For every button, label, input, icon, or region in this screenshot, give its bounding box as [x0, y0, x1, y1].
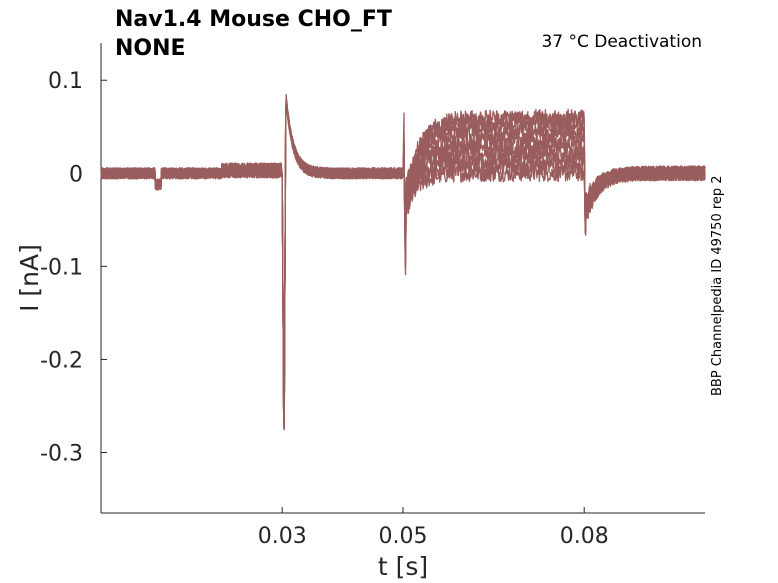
y-tick-label: 0 — [69, 162, 83, 187]
axes — [100, 43, 705, 514]
x-axis-label: t [s] — [378, 552, 428, 581]
y-ticks: 0.1 0 -0.1 -0.2 -0.3 — [40, 69, 107, 467]
condition-label: 37 °C Deactivation — [541, 32, 702, 52]
x-ticks: 0.03 0.05 0.08 — [258, 507, 609, 549]
chart-title-line-1: Nav1.4 Mouse CHO_FT — [115, 7, 392, 32]
x-tick-label: 0.03 — [258, 524, 307, 549]
y-tick-label: -0.3 — [40, 442, 83, 467]
side-label: BBP Channelpedia ID 49750 rep 2 — [710, 175, 725, 396]
y-tick-label: -0.2 — [40, 348, 83, 373]
traces — [100, 94, 706, 431]
y-tick-label: 0.1 — [48, 69, 83, 94]
current-trace — [100, 101, 706, 431]
x-tick-label: 0.05 — [379, 524, 428, 549]
y-axis-label: I [nA] — [15, 244, 44, 312]
chart-title-line-2: NONE — [115, 36, 186, 61]
y-tick-label: -0.1 — [40, 255, 83, 280]
x-tick-label: 0.08 — [560, 524, 609, 549]
